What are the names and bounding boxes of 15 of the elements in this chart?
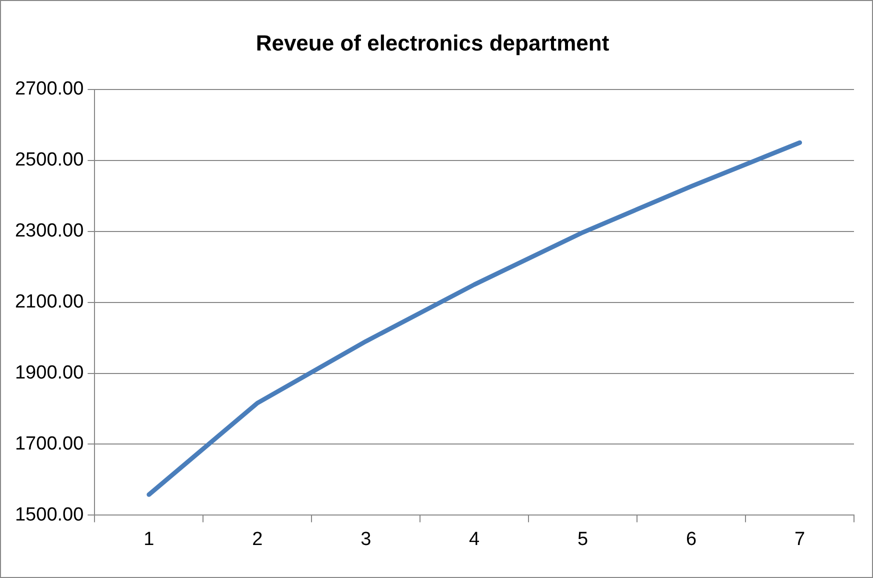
y-tick-label: 2700.00 [14,78,84,100]
y-tick-label: 1700.00 [14,433,84,454]
x-tick-label: 2 [252,528,263,550]
x-tick-label: 5 [578,528,588,550]
chart-title: Reveue of electronics department [256,30,610,56]
x-tick-label: 4 [469,528,480,550]
x-tick-label: 6 [686,528,697,550]
y-tick-label: 1900.00 [14,362,84,384]
x-tick-label: 3 [360,528,372,550]
y-tick-label: 1500.00 [14,504,84,526]
y-tick-label: 2300.00 [14,220,84,242]
x-tick-label: 1 [144,528,154,550]
y-tick-label: 2100.00 [14,292,84,313]
x-tick-label: 7 [794,528,806,550]
y-tick-label: 2500.00 [14,150,84,171]
